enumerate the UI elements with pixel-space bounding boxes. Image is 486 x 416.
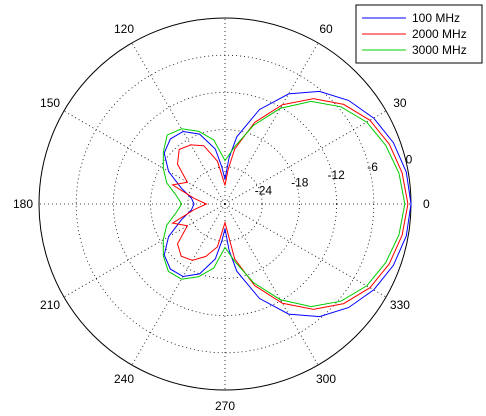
radial-tick-label: 0	[406, 152, 413, 166]
series-line-2	[171, 98, 409, 310]
radial-tick-label: -12	[327, 168, 345, 182]
angle-tick-label: 210	[40, 298, 60, 312]
angle-tick-label: 150	[40, 96, 60, 110]
grid-spoke	[63, 203, 226, 298]
legend-label: 100 MHz	[412, 11, 460, 25]
radial-tick-labels: -24 -18 -12 -6 0	[255, 152, 413, 197]
angle-tick-label: 330	[390, 298, 410, 312]
grid-spoke	[63, 110, 226, 205]
series-line-3	[162, 100, 406, 308]
legend-label: 2000 MHz	[412, 27, 467, 41]
angle-tick-labels: 30 60 120 150 180 210 240 270 300 330 0	[13, 22, 430, 413]
grid-spoke	[224, 110, 387, 205]
angle-tick-label: 60	[319, 22, 333, 36]
grid-spoke	[131, 42, 226, 205]
radial-tick-label: -18	[291, 176, 309, 190]
grid-spoke	[131, 203, 226, 366]
legend-label: 3000 MHz	[412, 43, 467, 57]
grid-spoke	[224, 203, 387, 298]
angle-tick-label: 180	[13, 197, 33, 211]
angle-tick-label: 300	[316, 372, 336, 386]
series-layer	[162, 90, 412, 318]
polar-grid	[38, 17, 412, 391]
series-line-1	[163, 90, 412, 318]
angle-tick-label: 0	[423, 197, 430, 211]
grid-circle	[150, 129, 300, 279]
radial-tick-label: -24	[255, 183, 273, 197]
angle-tick-label: 240	[114, 372, 134, 386]
angle-tick-label: 30	[393, 96, 407, 110]
angle-tick-label: 270	[215, 399, 235, 413]
radial-tick-label: -6	[367, 160, 378, 174]
grid-circle	[187, 166, 263, 242]
legend: 100 MHz 2000 MHz 3000 MHz	[355, 4, 483, 64]
grid-spoke	[224, 203, 319, 366]
grid-circle	[113, 92, 337, 316]
angle-tick-label: 120	[114, 22, 134, 36]
grid-spoke	[224, 42, 319, 205]
